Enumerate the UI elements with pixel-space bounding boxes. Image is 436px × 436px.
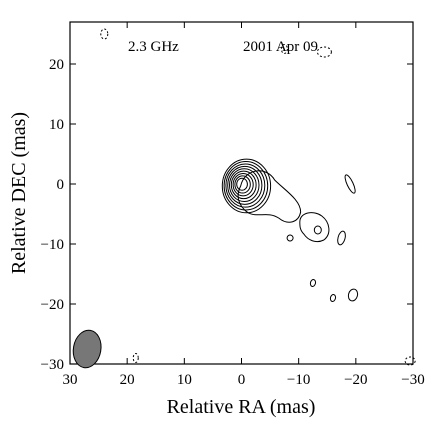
core-contour: [236, 177, 248, 191]
date-annotation: 2001 Apr 09: [243, 39, 318, 55]
y-tick-label: −10: [41, 237, 64, 253]
jet-plateau-contour: [237, 170, 302, 223]
beam-ellipse: [72, 329, 102, 369]
y-tick-label: −20: [41, 297, 64, 313]
x-tick-label: 10: [177, 372, 192, 388]
x-tick-label: 0: [238, 372, 246, 388]
x-tick-label: −30: [401, 372, 424, 388]
negative-contour: [316, 46, 332, 58]
jet-contour: [337, 230, 346, 246]
x-tick-label: −20: [344, 372, 367, 388]
negative-contour: [132, 353, 139, 363]
y-tick-label: 10: [49, 117, 64, 133]
jet-contour: [329, 294, 337, 302]
negative-contour: [100, 28, 109, 40]
axis-ticks: [69, 22, 414, 365]
tick-labels: 30 20 10 0 −10 −20 −30 20 10 0 −10 −20 −30: [41, 57, 425, 388]
x-tick-label: 30: [63, 372, 78, 388]
jet-contour: [286, 234, 294, 242]
x-tick-label: 20: [120, 372, 135, 388]
y-tick-label: −30: [41, 357, 64, 373]
jet-contour: [347, 288, 359, 302]
jet-contour: [344, 174, 356, 194]
jet-knot-inner-contour: [313, 225, 322, 235]
y-axis-title: Relative DEC (mas): [8, 112, 30, 274]
core-contour: [221, 158, 272, 214]
jet-contour: [309, 279, 317, 287]
core-contour: [225, 163, 266, 208]
core-contour: [227, 165, 263, 205]
core-contour: [229, 168, 260, 203]
frequency-annotation: 2.3 GHz: [128, 39, 179, 55]
core-contour: [234, 175, 251, 194]
x-tick-label: −10: [287, 372, 310, 388]
core-contour: [223, 161, 269, 211]
core-contour: [232, 172, 254, 197]
core-contour: [230, 170, 257, 200]
contours-layer: [72, 28, 416, 369]
y-tick-label: 0: [57, 177, 65, 193]
y-tick-label: 20: [49, 57, 64, 73]
negative-contour: [280, 44, 288, 54]
x-axis-title: Relative RA (mas): [167, 396, 316, 418]
jet-knot-contour: [299, 212, 330, 243]
negative-contour: [404, 356, 416, 366]
